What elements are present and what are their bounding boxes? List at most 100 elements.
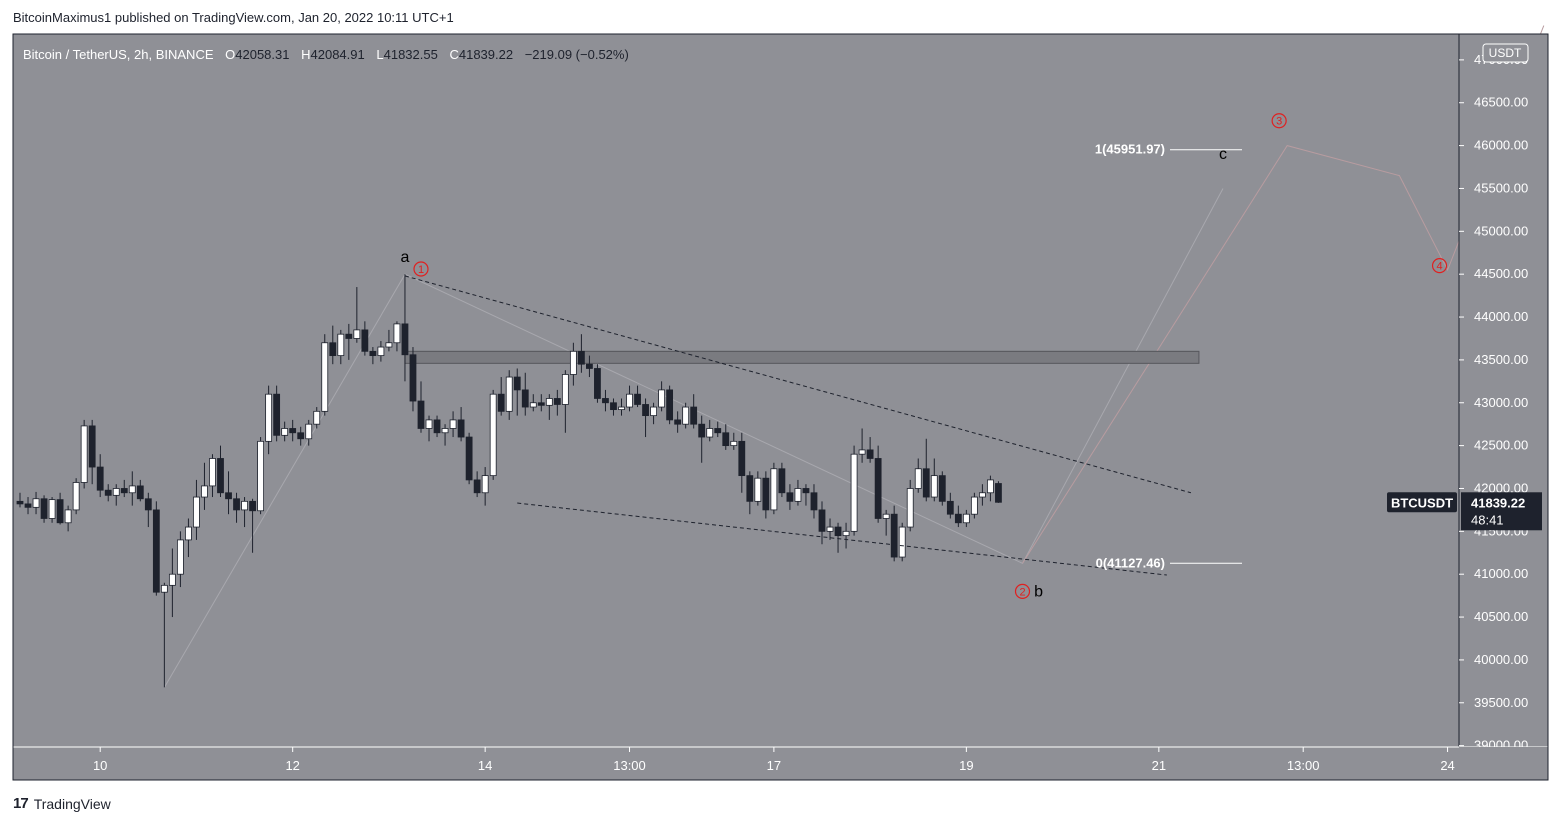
trendlines-layer	[404, 275, 1192, 576]
candle	[337, 329, 345, 365]
x-tick-label: 12	[285, 758, 299, 773]
candle	[321, 334, 329, 416]
candle	[281, 421, 289, 442]
candle-body	[168, 573, 176, 586]
candle-body	[313, 410, 321, 425]
candle-body	[40, 498, 48, 519]
candle	[626, 385, 633, 412]
candle-body	[32, 498, 40, 508]
candle	[521, 372, 529, 416]
candle	[353, 287, 361, 343]
y-tick-label: 40500.00	[1474, 609, 1528, 624]
candle-body	[762, 477, 770, 511]
candle	[746, 471, 754, 515]
candle	[778, 462, 786, 498]
price-axis[interactable]	[1459, 34, 1548, 747]
candle	[537, 394, 545, 412]
candle-body	[521, 389, 529, 408]
candle-body	[193, 496, 200, 528]
candle	[906, 479, 914, 532]
candle	[946, 492, 954, 519]
candle	[112, 484, 120, 506]
candle	[136, 479, 144, 502]
candle	[634, 385, 641, 408]
candle-body	[738, 440, 746, 477]
close-value: 41839.22	[459, 47, 513, 62]
candle	[481, 467, 489, 506]
candle-body	[802, 488, 810, 494]
candle	[970, 492, 978, 519]
wave-label-4: 4	[1431, 258, 1448, 274]
candle	[249, 498, 256, 553]
candle	[834, 522, 842, 553]
symbol-legend[interactable]: Bitcoin / TetherUS, 2h, BINANCE O42058.3…	[23, 47, 629, 62]
candle-body	[578, 350, 585, 365]
candle-body	[497, 393, 505, 412]
wave-number: 1	[418, 264, 424, 276]
candle-body	[289, 428, 297, 434]
candle-body	[217, 458, 224, 494]
fib-level-label: 1(45951.97)	[1095, 142, 1165, 157]
candle	[979, 484, 986, 506]
candle	[690, 394, 698, 429]
candle-body	[385, 342, 393, 348]
candle-body	[449, 419, 457, 429]
candle-body	[393, 323, 401, 344]
time-axis-ticks: 10 12 14 13:00 17 19 21 13:00 24	[93, 747, 1455, 773]
wave-number: 2	[1019, 586, 1025, 598]
candle	[433, 415, 441, 438]
candle	[553, 389, 561, 416]
plot-area[interactable]	[13, 34, 1459, 747]
bar-countdown: 48:41	[1471, 512, 1504, 527]
candle-body	[962, 513, 970, 524]
x-tick-label: 24	[1440, 758, 1454, 773]
low-value: 41832.55	[384, 47, 438, 62]
candle-body	[225, 492, 232, 500]
y-tick-label: 43500.00	[1474, 352, 1528, 367]
candle-body	[794, 488, 802, 502]
candle	[722, 424, 730, 450]
candle	[80, 419, 88, 489]
candle	[473, 471, 481, 498]
candle	[914, 458, 922, 493]
candle-body	[24, 503, 32, 508]
candle	[987, 475, 994, 502]
candle-body	[658, 389, 665, 408]
candle-body	[882, 513, 890, 519]
symbol-name: Bitcoin / TetherUS, 2h, BINANCE	[23, 47, 214, 62]
candle-body	[96, 466, 104, 491]
candle	[96, 454, 104, 498]
candle-body	[770, 468, 778, 511]
candle	[425, 415, 433, 442]
candle-body	[706, 428, 714, 438]
candle-body	[730, 440, 738, 447]
candle-body	[144, 498, 152, 511]
price-axis-ticks: 46500.00 46000.00 45500.00 45000.00 44500.00…	[1459, 52, 1528, 753]
time-axis[interactable]	[13, 747, 1459, 780]
candle-body	[457, 419, 465, 438]
candle	[193, 479, 200, 540]
candle	[289, 419, 297, 442]
candle-body	[786, 492, 794, 502]
candle	[160, 582, 168, 688]
candle-body	[505, 376, 513, 412]
currency-badge[interactable]: USDT	[1482, 43, 1529, 63]
candle	[529, 394, 537, 412]
footer-brand[interactable]: 17 TradingView	[13, 795, 111, 812]
y-tick-label: 46000.00	[1474, 138, 1528, 153]
candle-body	[88, 425, 96, 468]
candle	[297, 426, 305, 446]
brand-name: TradingView	[33, 795, 111, 812]
x-tick-label: 13:00	[1287, 758, 1320, 773]
x-tick-label: 14	[478, 758, 492, 773]
candle	[168, 548, 176, 618]
candle	[305, 419, 313, 446]
wave-labels-layer: a b c 1 2 3 4	[401, 113, 1448, 600]
candle-body	[529, 402, 537, 408]
candle	[48, 497, 56, 523]
candle-body	[489, 393, 497, 477]
resistance-trendline	[404, 275, 1192, 494]
candle-body	[369, 350, 377, 357]
candle-body	[634, 393, 641, 405]
